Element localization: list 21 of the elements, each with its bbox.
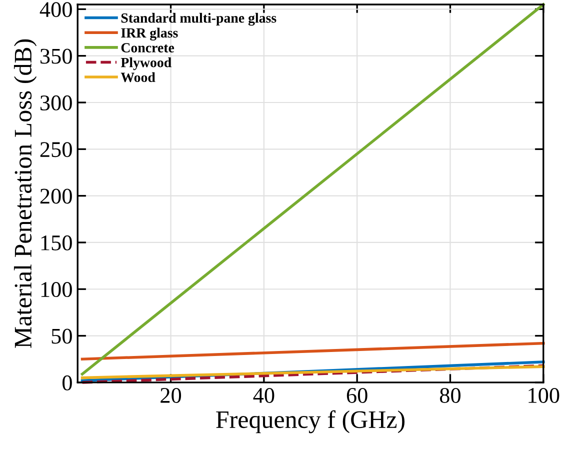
y-tick-label: 0 — [62, 375, 72, 390]
y-tick-label: 100 — [41, 282, 72, 298]
x-tick-label: 60 — [346, 388, 368, 403]
y-tick-label: 250 — [40, 142, 72, 158]
y-axis-title: Material Penetration Loss (dB) — [14, 39, 37, 348]
legend-label: Wood — [120, 72, 156, 82]
x-tick-label: 20 — [160, 388, 182, 403]
legend-label: Standard multi-pane glass — [121, 12, 276, 26]
y-tick-label: 200 — [40, 188, 72, 204]
x-tick-label: 100 — [528, 388, 560, 403]
legend-label: Concrete — [121, 43, 174, 52]
x-tick-label: 80 — [440, 388, 460, 403]
y-tick-label: 350 — [40, 48, 72, 64]
y-tick-label: 150 — [41, 235, 72, 250]
legend-label: IRR glass — [121, 28, 178, 41]
x-axis-title: Frequency f (GHz) — [216, 410, 404, 434]
y-tick-label: 300 — [40, 95, 72, 110]
legend-label: Plywood — [120, 57, 172, 70]
y-tick-label: 50 — [52, 328, 72, 344]
y-tick-label: 400 — [40, 2, 72, 18]
x-tick-label: 40 — [253, 388, 274, 403]
